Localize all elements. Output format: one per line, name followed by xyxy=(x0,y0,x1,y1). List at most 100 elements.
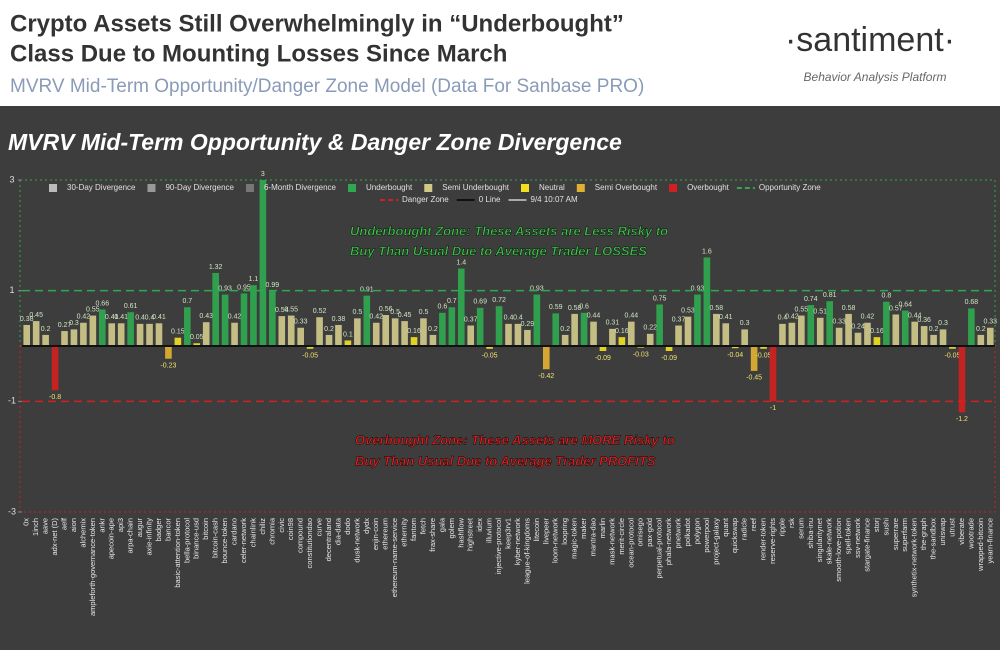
data-label: 0.61 xyxy=(124,303,138,310)
data-label: 1.4 xyxy=(456,259,466,266)
x-tick-label: ankr xyxy=(97,518,106,533)
logo: ·santiment· xyxy=(785,21,955,59)
data-label: 0.22 xyxy=(643,325,657,332)
x-tick-label: illuvium xyxy=(485,518,494,543)
x-tick-label: perpetual-protocol xyxy=(655,518,664,579)
legend-label: Semi Underbought xyxy=(442,183,509,192)
bar xyxy=(51,346,59,391)
data-label: 0.16 xyxy=(615,328,629,335)
data-label: 0.58 xyxy=(842,305,856,312)
data-label: 0.44 xyxy=(587,312,601,319)
x-tick-label: yearn-finance xyxy=(985,518,994,563)
legend-label: Neutral xyxy=(539,183,565,192)
bar xyxy=(382,315,390,346)
data-label: 0.4 xyxy=(135,315,145,322)
data-label: 0.42 xyxy=(861,314,875,321)
data-label: 0.64 xyxy=(898,301,912,308)
bar xyxy=(410,337,418,346)
data-label: 0.72 xyxy=(492,297,506,304)
data-label: -0.45 xyxy=(746,375,762,382)
data-label: 0.3 xyxy=(740,320,750,327)
bar xyxy=(165,346,172,359)
bar xyxy=(420,318,427,346)
legend-swatch xyxy=(147,184,156,192)
bar xyxy=(439,312,446,346)
data-label: 0.2 xyxy=(41,326,51,333)
data-label: 0.05 xyxy=(190,334,204,341)
x-tick-label: 0x xyxy=(22,518,31,526)
x-tick-label: mantra-dao xyxy=(589,518,598,556)
data-label: 0.42 xyxy=(785,314,799,321)
data-label: 0.41 xyxy=(152,314,166,321)
y-tick-label: -1 xyxy=(8,396,16,406)
x-tick-label: api3 xyxy=(116,518,125,532)
y-tick-label: 3 xyxy=(9,174,14,184)
bar xyxy=(212,272,219,346)
x-tick-label: pax-gold xyxy=(645,518,654,547)
x-tick-label: aave xyxy=(41,518,50,534)
bar xyxy=(731,346,739,349)
x-tick-label: bitcoin xyxy=(201,518,210,540)
data-label: 0.4 xyxy=(145,315,155,322)
data-label: -0.05 xyxy=(756,353,772,360)
data-label: 0.2 xyxy=(428,326,438,333)
data-label: 0.44 xyxy=(908,312,922,319)
bar xyxy=(807,305,815,346)
bar xyxy=(70,329,78,346)
x-tick-label: quant xyxy=(721,517,730,537)
x-tick-label: utrust xyxy=(947,517,956,537)
data-label: 0.6 xyxy=(438,304,448,311)
x-tick-label: aelf xyxy=(59,517,68,530)
data-label: 0.4 xyxy=(504,315,514,322)
x-tick-label: uniswap xyxy=(938,518,947,546)
x-tick-label: shiba-inu xyxy=(806,518,815,548)
x-tick-label: fetch xyxy=(418,518,427,534)
bar xyxy=(703,257,711,346)
x-tick-label: the-sandbox xyxy=(929,518,938,560)
data-label: 0.37 xyxy=(672,316,686,323)
x-tick-label: chromia xyxy=(267,517,276,545)
bar xyxy=(901,310,909,346)
data-label: 0.53 xyxy=(681,308,695,315)
annotation: Buy Than Usual Due to Average Trader LOS… xyxy=(350,243,647,258)
x-tick-label: idex xyxy=(475,518,484,532)
x-tick-label: powerpool xyxy=(702,518,711,553)
data-label: 0.33 xyxy=(294,319,308,326)
bar xyxy=(354,318,361,346)
bar xyxy=(89,315,97,346)
x-tick-label: injective-protocol xyxy=(494,518,503,575)
bar xyxy=(854,332,862,346)
bar xyxy=(372,322,380,346)
bar xyxy=(136,323,144,346)
x-tick-label: golem xyxy=(447,518,456,538)
x-tick-label: dia-data xyxy=(333,517,342,545)
bar xyxy=(401,321,408,346)
bar xyxy=(108,323,116,346)
bar xyxy=(986,327,994,346)
data-label: 0.4 xyxy=(778,315,788,322)
data-label: 0.31 xyxy=(606,320,620,327)
x-tick-label: keep3rv1 xyxy=(503,518,512,549)
bar xyxy=(609,328,616,346)
x-tick-label: viberate xyxy=(957,518,966,545)
x-tick-label: gala xyxy=(437,517,446,532)
bar xyxy=(240,293,248,346)
x-tick-label: basic-attention-token xyxy=(173,518,182,588)
data-label: 0.29 xyxy=(521,321,535,328)
data-label: 0.75 xyxy=(653,295,667,302)
bar xyxy=(287,315,295,346)
x-tick-label: spell-token xyxy=(844,518,853,554)
bar xyxy=(117,323,125,346)
data-label: 0.42 xyxy=(77,314,91,321)
data-label: 0.69 xyxy=(473,299,487,306)
data-label: 0.41 xyxy=(114,314,128,321)
x-tick-label: dydx xyxy=(362,518,371,534)
legend-label: 9/4 10:07 AM xyxy=(531,195,578,204)
data-label: -0.03 xyxy=(633,352,649,359)
x-tick-label: maker xyxy=(579,518,588,539)
bar xyxy=(665,346,673,351)
x-tick-label: binance-usd xyxy=(192,518,201,559)
data-label: 0.3 xyxy=(69,320,79,327)
bar xyxy=(155,323,163,346)
